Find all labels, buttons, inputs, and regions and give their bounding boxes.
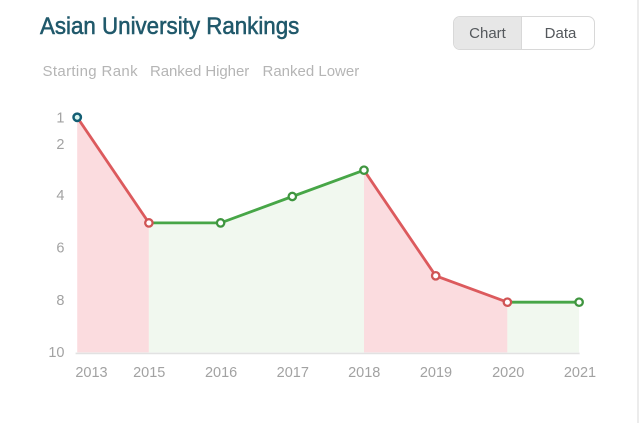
svg-text:2016: 2016 xyxy=(205,365,237,381)
svg-text:2015: 2015 xyxy=(133,365,165,381)
svg-text:8: 8 xyxy=(56,293,64,309)
svg-text:2: 2 xyxy=(56,137,64,153)
svg-text:4: 4 xyxy=(56,188,64,204)
svg-text:2019: 2019 xyxy=(420,365,452,381)
svg-text:1: 1 xyxy=(56,110,64,126)
svg-text:2021: 2021 xyxy=(564,365,596,381)
svg-text:6: 6 xyxy=(56,241,64,257)
svg-text:10: 10 xyxy=(48,345,64,361)
svg-text:2013: 2013 xyxy=(75,365,107,381)
svg-text:2018: 2018 xyxy=(348,365,380,381)
svg-text:2017: 2017 xyxy=(277,365,309,381)
svg-text:2020: 2020 xyxy=(492,365,524,381)
